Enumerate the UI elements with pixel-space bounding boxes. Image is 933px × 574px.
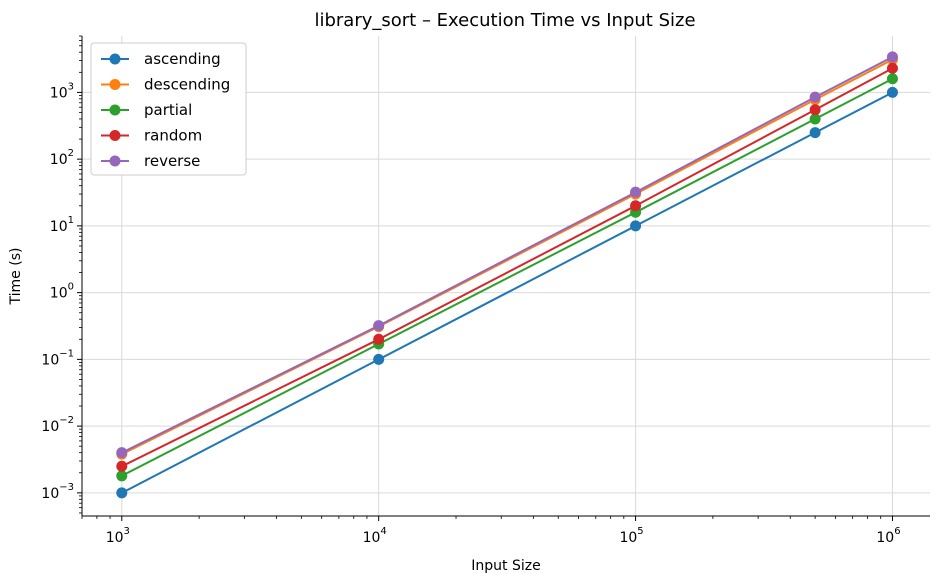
series-partial <box>116 73 898 482</box>
axes <box>81 36 930 517</box>
data-point <box>116 470 128 482</box>
series-ascending <box>116 86 898 499</box>
legend-swatch-marker <box>109 155 121 167</box>
y-axis-label: Time (s) <box>8 248 24 306</box>
y-tick-label: 101 <box>50 215 74 235</box>
legend-item-ascending: ascending <box>101 50 221 68</box>
data-point <box>809 91 821 103</box>
data-point <box>373 333 385 345</box>
legend-box <box>90 42 247 176</box>
data-point <box>809 104 821 116</box>
series-layer <box>116 51 898 499</box>
y-tick-label: 10−3 <box>41 482 74 502</box>
data-point <box>809 127 821 139</box>
x-tick-exp: 3 <box>124 526 130 537</box>
chart-title: library_sort – Execution Time vs Input S… <box>314 10 695 31</box>
x-tick-label: 106 <box>876 526 900 546</box>
x-tick-base: 10 <box>876 530 894 546</box>
legend-label: ascending <box>144 50 221 68</box>
x-tick-exp: 5 <box>637 526 643 537</box>
legend-swatch-marker <box>109 53 121 65</box>
data-point <box>373 320 385 332</box>
x-tick-label: 104 <box>363 526 387 546</box>
data-point <box>886 73 898 85</box>
y-tick-label: 100 <box>50 282 74 302</box>
data-point <box>630 186 642 198</box>
data-point <box>116 460 128 472</box>
legend-label: random <box>144 127 202 145</box>
x-tick-exp: 6 <box>894 526 900 537</box>
y-tick-base: 10 <box>50 85 68 101</box>
legend-swatch-marker <box>109 104 121 116</box>
y-tick-label: 10−1 <box>41 348 74 368</box>
x-tick-exp: 4 <box>380 526 386 537</box>
y-tick-label: 103 <box>50 81 74 101</box>
y-tick-base: 10 <box>41 352 59 368</box>
legend-label: descending <box>144 76 230 94</box>
series-reverse <box>116 51 898 459</box>
x-tick-base: 10 <box>363 530 381 546</box>
legend-label: partial <box>144 101 192 119</box>
data-point <box>116 487 128 499</box>
y-tick-exp: 3 <box>68 81 74 92</box>
x-tick-label: 105 <box>619 526 643 546</box>
data-point <box>630 200 642 212</box>
x-tick-base: 10 <box>106 530 124 546</box>
y-tick-exp: −1 <box>59 348 74 359</box>
y-tick-base: 10 <box>41 419 59 435</box>
y-tick-base: 10 <box>50 152 68 168</box>
x-tick-base: 10 <box>619 530 637 546</box>
data-point <box>886 86 898 98</box>
y-tick-label: 10−2 <box>41 415 74 435</box>
x-tick-label: 103 <box>106 526 130 546</box>
y-tick-exp: 0 <box>68 282 74 293</box>
legend-label: reverse <box>144 152 200 170</box>
data-point <box>809 113 821 125</box>
legend-item-random: random <box>101 127 202 145</box>
y-tick-base: 10 <box>41 486 59 502</box>
legend-swatch-marker <box>109 130 121 141</box>
data-point <box>886 62 898 74</box>
y-tick-label: 102 <box>50 148 74 168</box>
data-point <box>373 353 385 365</box>
y-tick-exp: −2 <box>59 415 74 426</box>
y-tick-base: 10 <box>50 286 68 302</box>
x-axis-label: Input Size <box>471 558 540 574</box>
y-tick-exp: 2 <box>68 148 74 159</box>
legend-item-partial: partial <box>101 101 192 119</box>
data-point <box>630 220 642 232</box>
y-tick-exp: −3 <box>59 482 74 493</box>
y-tick-base: 10 <box>50 219 68 235</box>
legend-item-descending: descending <box>101 76 230 94</box>
data-point <box>116 447 128 459</box>
data-point <box>886 51 898 63</box>
legend-swatch-marker <box>109 79 121 90</box>
series-random <box>116 62 898 472</box>
legend: ascending descending partial random reverse <box>90 42 247 176</box>
legend-item-reverse: reverse <box>101 152 200 170</box>
y-tick-exp: 1 <box>68 215 74 226</box>
